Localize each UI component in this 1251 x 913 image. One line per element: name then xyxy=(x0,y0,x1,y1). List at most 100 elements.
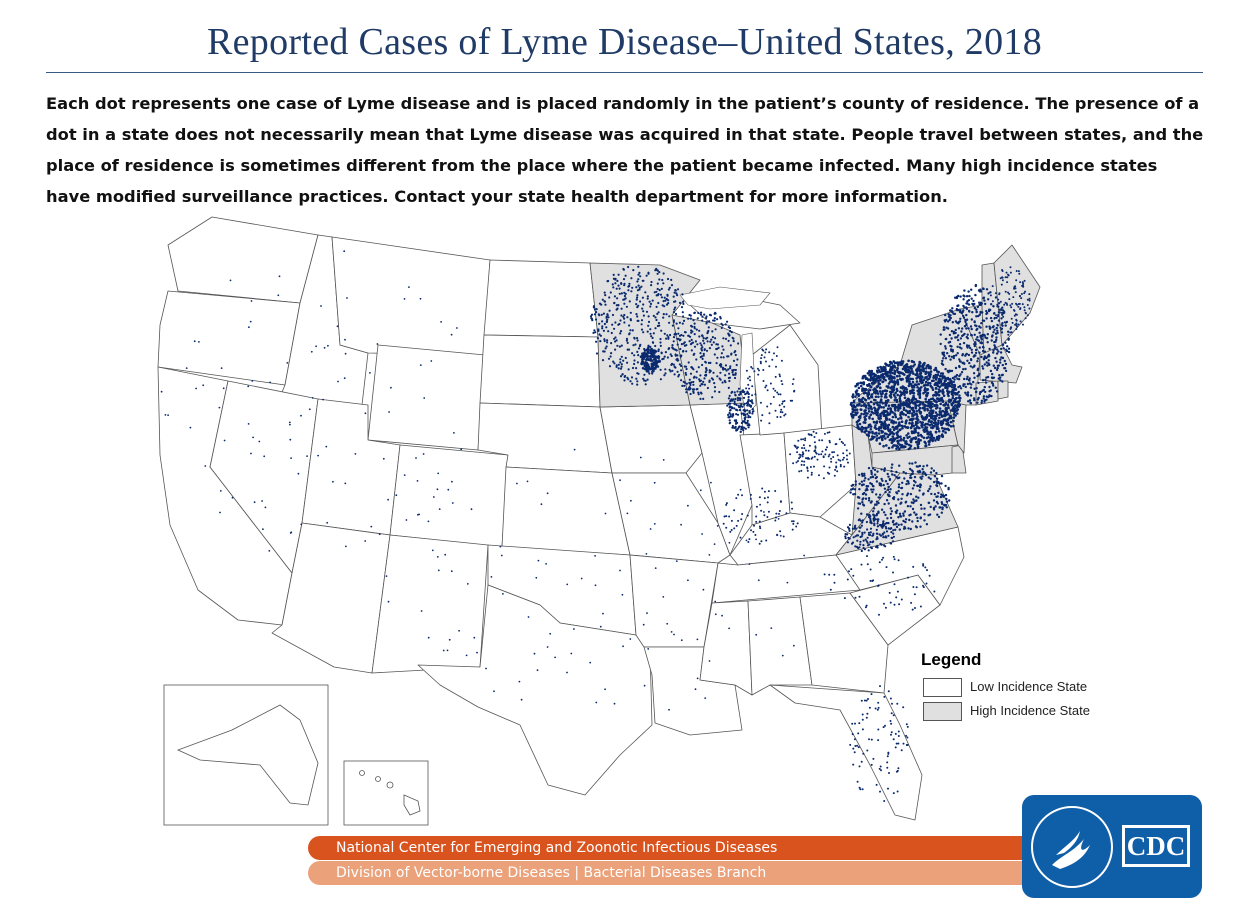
case-dot xyxy=(640,319,644,322)
case-dot xyxy=(952,312,955,315)
case-dot xyxy=(785,512,788,515)
case-dot xyxy=(966,302,969,305)
case-dot xyxy=(844,537,847,540)
case-dot xyxy=(853,525,856,529)
case-dot xyxy=(629,311,632,314)
case-dot xyxy=(466,583,469,585)
case-dot xyxy=(974,293,977,297)
case-dot xyxy=(877,395,880,399)
case-dot xyxy=(858,765,861,768)
case-dot xyxy=(877,501,880,505)
case-dot xyxy=(940,482,943,485)
case-dot xyxy=(889,516,893,520)
case-dot xyxy=(862,503,865,506)
case-dot xyxy=(343,250,346,253)
case-dot xyxy=(926,409,929,412)
case-dot xyxy=(881,402,884,405)
case-dot xyxy=(905,723,908,726)
case-dot xyxy=(695,358,698,361)
case-dot xyxy=(1020,293,1023,295)
case-dot xyxy=(997,350,1000,353)
case-dot xyxy=(896,430,900,433)
case-dot xyxy=(743,421,747,424)
case-dot xyxy=(930,467,933,470)
case-dot xyxy=(942,328,945,331)
case-dot xyxy=(656,360,660,364)
case-dot xyxy=(870,369,874,373)
case-dot xyxy=(920,424,923,427)
case-dot xyxy=(993,366,997,370)
case-dot xyxy=(912,498,915,501)
case-dot xyxy=(917,441,921,445)
case-dot xyxy=(944,320,947,323)
case-dot xyxy=(791,507,794,510)
case-dot xyxy=(954,404,957,407)
case-dot xyxy=(614,321,617,324)
case-dot xyxy=(974,348,978,352)
case-dot xyxy=(974,354,977,357)
case-dot xyxy=(633,359,636,362)
case-dot xyxy=(730,529,733,531)
case-dot xyxy=(854,480,857,483)
case-dot xyxy=(949,369,952,373)
case-dot xyxy=(871,435,874,438)
case-dot xyxy=(975,310,978,314)
case-dot xyxy=(806,467,809,470)
case-dot xyxy=(857,746,860,749)
case-dot xyxy=(672,340,675,343)
case-dot xyxy=(808,433,811,436)
case-dot xyxy=(951,307,954,310)
case-dot xyxy=(744,427,747,430)
case-dot xyxy=(932,418,936,421)
case-dot xyxy=(674,312,678,316)
case-dot xyxy=(995,336,998,339)
case-dot xyxy=(935,376,938,379)
case-dot xyxy=(814,449,817,452)
case-dot xyxy=(973,302,976,306)
case-dot xyxy=(854,545,857,548)
case-dot xyxy=(732,337,735,340)
case-dot xyxy=(896,445,900,449)
case-dot xyxy=(634,343,637,346)
case-dot xyxy=(972,397,976,400)
case-dot xyxy=(1007,274,1010,277)
case-dot xyxy=(432,496,435,498)
case-dot xyxy=(866,485,870,488)
case-dot xyxy=(869,579,872,582)
footer-division-name: Division of Vector-borne Diseases | Bact… xyxy=(308,861,1063,885)
case-dot xyxy=(745,402,748,405)
case-dot xyxy=(747,541,750,543)
case-dot xyxy=(631,366,635,370)
case-dot xyxy=(815,432,818,435)
case-dot xyxy=(662,272,665,275)
case-dot xyxy=(789,453,792,456)
case-dot xyxy=(924,397,927,401)
case-dot xyxy=(1003,310,1006,313)
case-dot xyxy=(437,472,440,475)
case-dot xyxy=(995,316,998,319)
case-dot xyxy=(873,524,876,527)
case-dot xyxy=(675,292,678,295)
case-dot xyxy=(991,300,994,303)
case-dot xyxy=(919,485,922,489)
case-dot xyxy=(591,319,594,322)
case-dot xyxy=(892,497,895,501)
case-dot xyxy=(912,417,915,420)
case-dot xyxy=(590,317,593,320)
case-dot xyxy=(663,355,666,358)
case-dot xyxy=(894,391,897,395)
case-dot xyxy=(862,421,865,424)
case-dot xyxy=(708,320,711,323)
case-dot xyxy=(476,651,478,654)
case-dot xyxy=(193,340,196,343)
case-dot xyxy=(721,345,724,348)
case-dot xyxy=(778,510,781,512)
case-dot xyxy=(982,395,986,398)
case-dot xyxy=(430,360,433,362)
case-dot xyxy=(657,301,660,305)
case-dot xyxy=(755,633,758,636)
case-dot xyxy=(934,505,937,508)
case-dot xyxy=(629,638,632,640)
case-dot xyxy=(942,495,945,498)
case-dot xyxy=(289,423,291,426)
